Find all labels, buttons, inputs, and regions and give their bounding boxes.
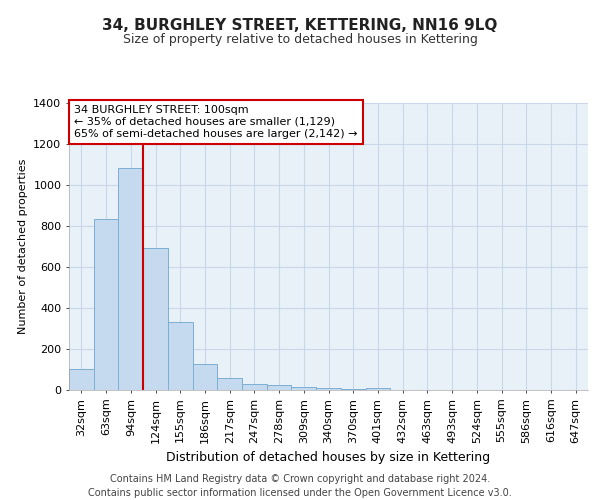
Bar bbox=[143, 248, 168, 390]
Bar bbox=[168, 322, 193, 390]
Bar bbox=[292, 387, 316, 390]
Text: Contains HM Land Registry data © Crown copyright and database right 2024.
Contai: Contains HM Land Registry data © Crown c… bbox=[88, 474, 512, 498]
Text: 34, BURGHLEY STREET, KETTERING, NN16 9LQ: 34, BURGHLEY STREET, KETTERING, NN16 9LQ bbox=[103, 18, 497, 32]
Bar bbox=[217, 378, 242, 390]
Bar bbox=[365, 388, 390, 390]
Bar bbox=[316, 388, 341, 390]
X-axis label: Distribution of detached houses by size in Kettering: Distribution of detached houses by size … bbox=[166, 451, 491, 464]
Bar bbox=[193, 364, 217, 390]
Bar bbox=[69, 370, 94, 390]
Text: Size of property relative to detached houses in Kettering: Size of property relative to detached ho… bbox=[122, 32, 478, 46]
Y-axis label: Number of detached properties: Number of detached properties bbox=[17, 158, 28, 334]
Bar bbox=[242, 384, 267, 390]
Bar bbox=[118, 168, 143, 390]
Bar bbox=[267, 386, 292, 390]
Text: 34 BURGHLEY STREET: 100sqm
← 35% of detached houses are smaller (1,129)
65% of s: 34 BURGHLEY STREET: 100sqm ← 35% of deta… bbox=[74, 106, 358, 138]
Bar bbox=[341, 389, 365, 390]
Bar bbox=[94, 218, 118, 390]
